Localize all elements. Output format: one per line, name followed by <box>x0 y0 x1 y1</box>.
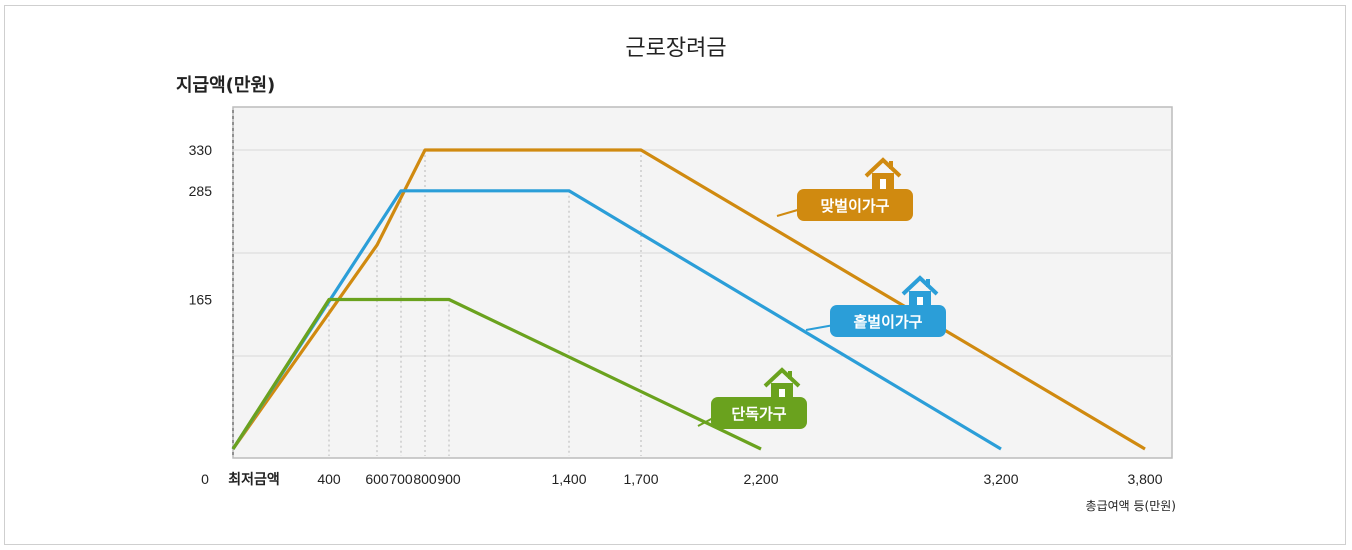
origin-label: 0 <box>201 471 209 487</box>
series-label-box <box>830 305 946 337</box>
plot-area <box>232 106 1173 459</box>
x-tick-label: 3,800 <box>1127 471 1162 487</box>
x-start-label: 최저금액 <box>228 471 280 487</box>
y-tick-label: 330 <box>189 142 213 158</box>
x-tick-label: 600 <box>365 471 389 487</box>
y-axis-label: 지급액(만원) <box>176 75 275 96</box>
x-tick-label: 2,200 <box>743 471 778 487</box>
series-label-pointer <box>805 324 835 331</box>
house-icon <box>864 157 902 189</box>
series-label: 단독가구 <box>731 405 786 423</box>
x-tick-label: 400 <box>317 471 341 487</box>
x-tick-label: 1,700 <box>623 471 658 487</box>
x-tick-label: 900 <box>437 471 461 487</box>
chart-title: 근로장려금 <box>625 36 727 61</box>
series-label: 홑벌이가구 <box>853 313 922 331</box>
x-tick-label: 3,200 <box>983 471 1018 487</box>
x-tick-label: 800 <box>413 471 437 487</box>
y-tick-label: 285 <box>189 183 213 199</box>
house-icon <box>901 275 939 307</box>
x-axis-label: 총급여액 등(만원) <box>1086 499 1176 513</box>
x-tick-label: 1,400 <box>551 471 586 487</box>
series-label-box <box>711 397 807 429</box>
series-label-box <box>797 189 913 221</box>
x-tick-label: 700 <box>389 471 413 487</box>
series-line-1 <box>231 148 1146 451</box>
series-label: 맞벌이가구 <box>820 197 889 215</box>
y-tick-label: 165 <box>189 292 213 308</box>
house-icon <box>763 367 801 399</box>
series-line-3 <box>231 297 762 451</box>
